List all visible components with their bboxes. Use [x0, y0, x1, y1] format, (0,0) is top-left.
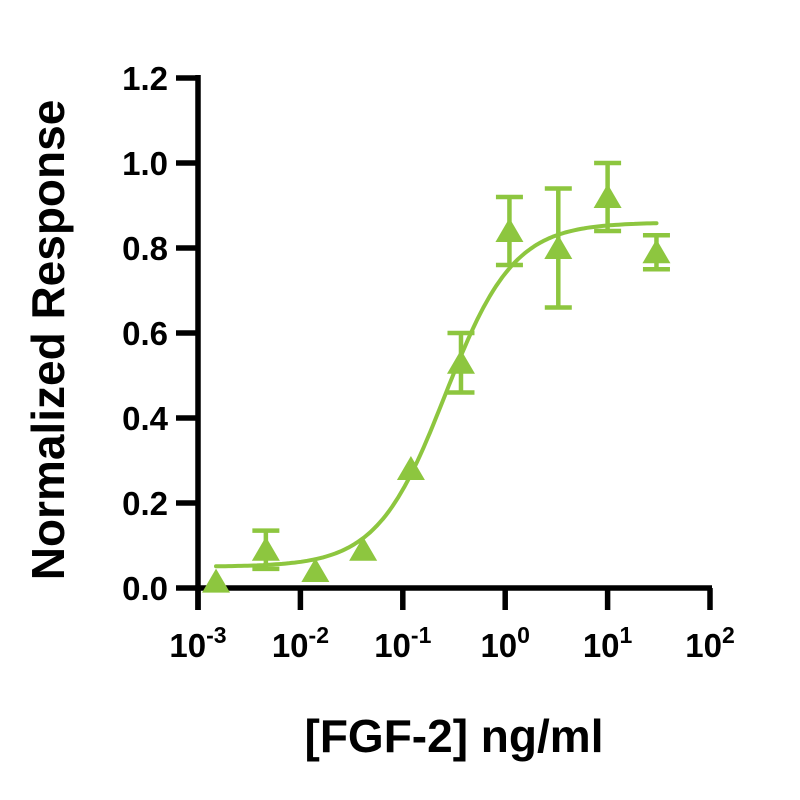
y-tick-label-0: 0.0: [122, 570, 168, 607]
y-tick-label-5: 1.0: [122, 145, 168, 182]
x-axis-title: [FGF-2] ng/ml: [305, 710, 604, 762]
x-tick-label-5: 102: [685, 622, 735, 664]
chart-plot-area: 0.0 0.2 0.4 0.6 0.8 1.0 1.2 10-3 10-2 10-1 100 101 1…: [122, 60, 735, 664]
x-tick-label-0: 10-3: [169, 622, 226, 664]
x-tick-label-1: 10-2: [272, 622, 329, 664]
x-tick-label-2: 10-1: [374, 622, 431, 664]
data-point-marker-6: [495, 218, 524, 242]
data-point-marker-2: [301, 558, 330, 582]
data-point-marker-4: [396, 456, 425, 480]
y-tick-label-1: 0.2: [122, 485, 168, 522]
data-point-marker-0: [202, 568, 231, 593]
y-axis-title: Normalized Response: [22, 100, 74, 581]
data-point-marker-7: [544, 235, 573, 259]
data-point-marker-9: [642, 239, 671, 264]
data-point-marker-3: [349, 536, 378, 561]
fit-curve: [214, 221, 659, 569]
data-point-marker-5: [446, 349, 475, 374]
y-tick-label-6: 1.2: [122, 60, 168, 97]
data-point-marker-1: [251, 536, 280, 561]
y-tick-label-3: 0.6: [122, 315, 168, 352]
y-tick-label-4: 0.8: [122, 230, 168, 267]
x-tick-label-4: 101: [583, 622, 633, 664]
data-point-marker-8: [593, 184, 622, 208]
x-tick-label-3: 100: [480, 622, 530, 664]
y-tick-label-2: 0.4: [122, 400, 169, 437]
